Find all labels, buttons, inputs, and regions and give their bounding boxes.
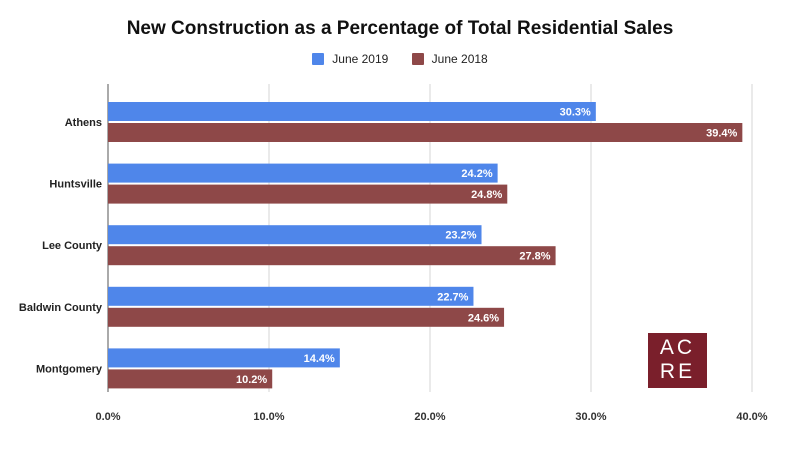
bar-june-2018 (108, 369, 273, 389)
bar-june-2019 (108, 163, 498, 183)
bar-value-label: 24.6% (468, 312, 499, 324)
x-tick-label: 10.0% (253, 411, 284, 423)
bar-value-label: 39.4% (706, 128, 737, 140)
category-label: Athens (65, 117, 102, 129)
logo-line-2: RE (659, 360, 696, 383)
category-label: Baldwin County (19, 302, 103, 314)
legend-swatch-june-2018 (411, 53, 424, 65)
bar-june-2018 (108, 246, 556, 266)
bar-june-2018 (108, 123, 743, 142)
bar-value-label: 30.3% (560, 107, 591, 119)
legend-label-june-2018: June 2018 (431, 52, 488, 66)
category-label: Lee County (42, 240, 103, 252)
bar-value-label: 10.2% (236, 374, 267, 386)
bar-value-label: 23.2% (445, 230, 476, 242)
chart-title: New Construction as a Percentage of Tota… (126, 18, 674, 39)
bar-value-label: 27.8% (519, 251, 550, 263)
legend-swatch-june-2019 (312, 53, 325, 65)
x-tick-label: 40.0% (736, 411, 767, 423)
bar-june-2018 (108, 307, 505, 327)
bar-value-label: 24.2% (461, 168, 492, 180)
category-label: Huntsville (49, 179, 102, 191)
bar-june-2019 (108, 348, 340, 368)
bar-june-2019 (108, 102, 596, 121)
bar-june-2018 (108, 184, 508, 204)
legend-label-june-2019: June 2019 (332, 52, 389, 66)
x-tick-label: 0.0% (95, 411, 120, 423)
logo-line-1: AC (659, 336, 696, 359)
bar-value-label: 14.4% (304, 353, 335, 365)
bar-value-label: 22.7% (437, 291, 468, 303)
legend: June 2019 June 2018 (0, 52, 800, 68)
x-tick-label: 20.0% (414, 411, 445, 423)
bar-june-2019 (108, 225, 482, 245)
legend-item-june-2019: June 2019 (312, 52, 388, 66)
x-tick-label: 30.0% (575, 411, 606, 423)
legend-item-june-2018: June 2018 (411, 52, 488, 66)
bar-value-label: 24.8% (471, 189, 502, 201)
category-label: Montgomery (36, 363, 103, 375)
bar-june-2019 (108, 286, 474, 306)
acre-logo: AC RE (648, 333, 707, 388)
